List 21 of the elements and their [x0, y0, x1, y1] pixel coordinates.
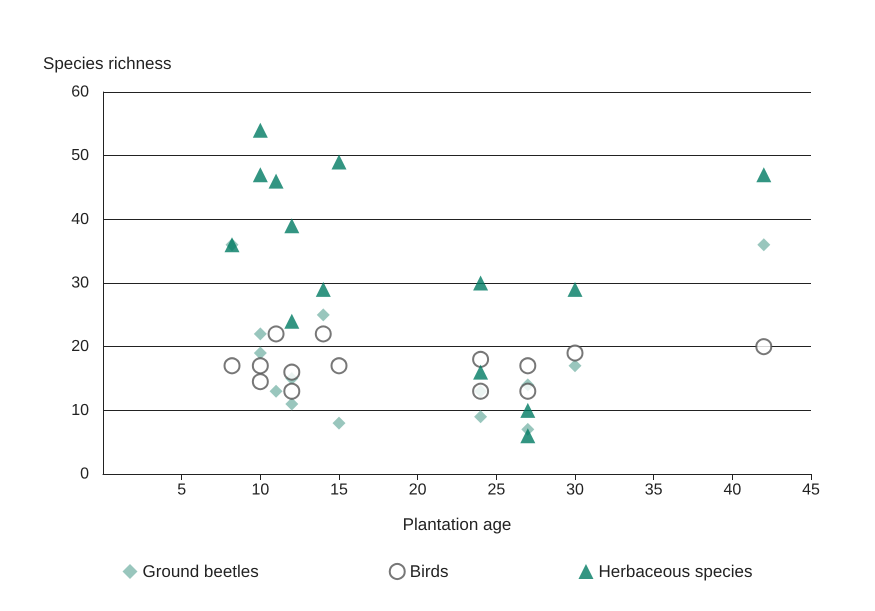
y-tick-label: 20	[71, 338, 90, 356]
y-tick-label: 50	[71, 147, 90, 164]
x-tick-label: 35	[644, 482, 663, 498]
x-tick-label: 5	[177, 482, 186, 498]
y-tick-label: 40	[71, 210, 90, 228]
x-axis-title: Plantation age	[402, 515, 512, 534]
x-tick-label: 40	[723, 482, 742, 498]
y-tick-label: 30	[71, 274, 90, 292]
y-axis-title: Species richness	[43, 54, 172, 73]
y-tick-label: 10	[71, 402, 90, 419]
legend-label: Ground beetles	[142, 562, 259, 581]
x-tick-label: 15	[330, 482, 348, 498]
y-tick-label: 0	[80, 466, 90, 482]
x-tick-label: 45	[802, 482, 820, 498]
legend-label: Herbaceous species	[598, 562, 753, 581]
legend-label: Birds	[410, 562, 448, 581]
x-tick-label: 20	[408, 482, 427, 498]
x-tick-label: 30	[566, 482, 584, 498]
x-tick-label: 25	[487, 482, 506, 498]
y-tick-label: 60	[71, 84, 90, 100]
x-tick-label: 10	[251, 482, 270, 498]
